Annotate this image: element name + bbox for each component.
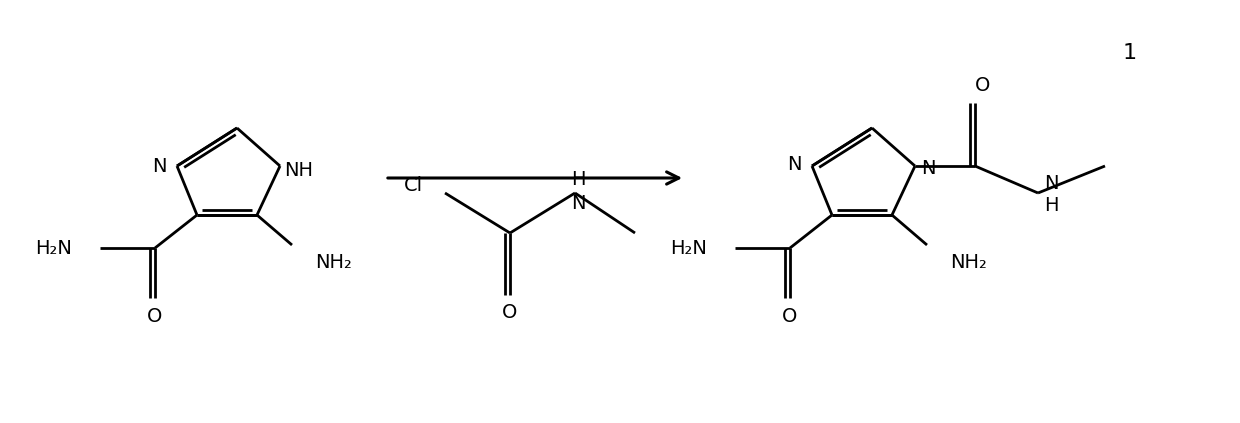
Text: NH₂: NH₂ [950,253,987,272]
Text: O: O [976,75,991,94]
Text: N: N [570,193,585,212]
Text: Cl: Cl [404,176,423,195]
Text: N: N [786,154,801,173]
Text: N: N [1044,173,1059,192]
Text: O: O [148,307,162,326]
Text: N: N [151,157,166,176]
Text: 1: 1 [1123,43,1137,63]
Text: NH: NH [284,160,312,179]
Text: N: N [921,159,935,178]
Text: O: O [502,303,517,322]
Text: H: H [1044,195,1059,214]
Text: O: O [782,307,797,326]
Text: H₂N: H₂N [35,239,72,258]
Text: H₂N: H₂N [670,239,707,258]
Text: H: H [570,170,585,189]
Text: NH₂: NH₂ [315,253,352,272]
